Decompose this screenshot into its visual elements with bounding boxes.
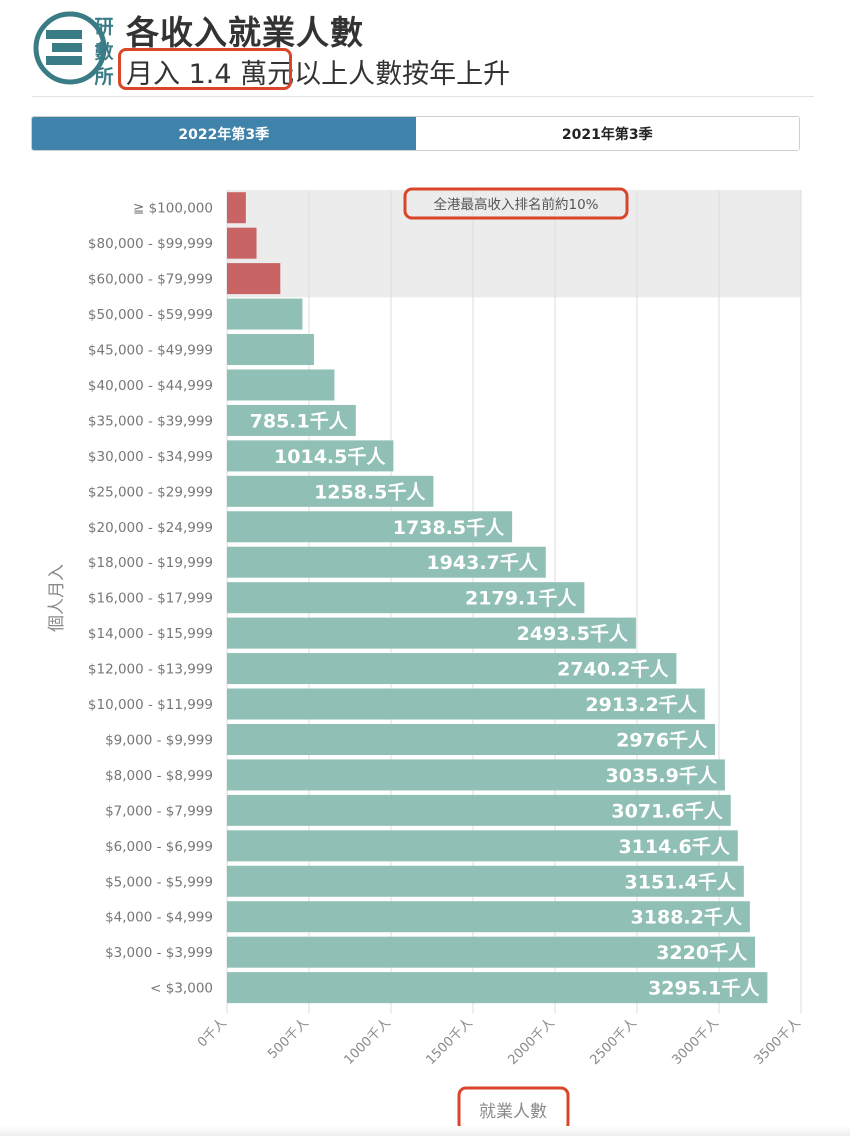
y-axis-label: 個人月入 [47, 564, 67, 632]
category-label: $20,000 - $24,999 [88, 520, 213, 536]
x-tick-label: 2500千人 [587, 1016, 639, 1068]
bar[interactable] [227, 511, 513, 543]
x-tick-label: 1000千人 [341, 1016, 393, 1068]
category-label: $40,000 - $44,999 [88, 378, 213, 394]
header: 研 數 所 各收入就業人數 月入 1.4 萬元以上人數按年上升 [0, 0, 850, 96]
logo-char-2: 數 [94, 41, 113, 63]
category-label: $30,000 - $34,999 [88, 449, 213, 465]
bar[interactable] [227, 227, 257, 259]
annotation-box [403, 187, 629, 220]
bar-value-label: 785.1千人 [250, 410, 349, 432]
bar-value-label: 3188.2千人 [631, 907, 743, 929]
category-label: $45,000 - $49,999 [88, 343, 213, 359]
quarter-tabs: 2022年第3季 2021年第3季 [31, 116, 800, 151]
logo-char-1: 研 [94, 16, 113, 38]
tab-2021-q3[interactable]: 2021年第3季 [415, 117, 799, 150]
x-tick-label: 3500千人 [751, 1016, 803, 1068]
bar[interactable] [227, 794, 731, 826]
top-ten-percent-band [227, 190, 801, 298]
page-subtitle: 月入 1.4 萬元以上人數按年上升 [126, 59, 511, 90]
bar[interactable] [227, 404, 356, 436]
bar[interactable] [227, 936, 756, 968]
page-title: 各收入就業人數 [126, 13, 364, 52]
bar[interactable] [227, 972, 768, 1004]
header-divider [32, 96, 814, 97]
annotation: 全港最高收入排名前約10% [403, 187, 629, 220]
bar[interactable] [227, 865, 744, 897]
bar-value-label: 3220千人 [656, 942, 748, 964]
annotation-text: 全港最高收入排名前約10% [433, 196, 598, 213]
bar[interactable] [227, 263, 281, 295]
x-tick-label: 2000千人 [505, 1016, 557, 1068]
x-tick-label: 1500千人 [423, 1016, 475, 1068]
bar-value-label: 3035.9千人 [606, 765, 718, 787]
x-tick-label: 3000千人 [669, 1016, 721, 1068]
bar-value-label: 2493.5千人 [517, 623, 629, 645]
category-label: $10,000 - $11,999 [88, 697, 213, 713]
bar[interactable] [227, 546, 546, 578]
bar[interactable] [227, 475, 434, 507]
x-tick-label: 0千人 [195, 1016, 230, 1051]
category-label: $35,000 - $39,999 [88, 413, 213, 429]
bar[interactable] [227, 582, 585, 614]
bar-value-label: 2179.1千人 [465, 588, 577, 610]
logo-char-3: 所 [94, 66, 113, 88]
bar[interactable] [227, 759, 725, 791]
bar-value-label: 3295.1千人 [648, 978, 760, 1000]
bar-value-label: 1943.7千人 [426, 552, 538, 574]
bar[interactable] [227, 440, 394, 472]
bar[interactable] [227, 723, 716, 755]
bar-value-label: 3114.6千人 [618, 836, 730, 858]
bar-value-label: 2913.2千人 [585, 694, 697, 716]
logo: 研 數 所 [33, 11, 114, 88]
category-label: $4,000 - $4,999 [105, 910, 213, 926]
bar-value-label: 3151.4千人 [625, 871, 737, 893]
category-label: $7,000 - $7,999 [105, 803, 213, 819]
category-label: < $3,000 [150, 981, 213, 997]
bar-value-label: 3071.6千人 [611, 800, 723, 822]
category-label: $60,000 - $79,999 [88, 272, 213, 288]
category-label: $3,000 - $3,999 [105, 945, 213, 961]
bars-layer: 785.1千人 1014.5千人 1258.5千人 1738.5千人 1943.7千人 2… [227, 192, 768, 1004]
category-labels-layer: ≧ $100,000 $80,000 - $99,999 $60,000 - $79… [88, 201, 213, 997]
bar[interactable] [227, 369, 335, 401]
category-label: $8,000 - $8,999 [105, 768, 213, 784]
category-label: $25,000 - $29,999 [88, 484, 213, 500]
category-label: $16,000 - $17,999 [88, 591, 213, 607]
subtitle-highlight-box [118, 48, 292, 90]
category-label: ≧ $100,000 [133, 201, 213, 217]
x-ticks-layer: 0千人 500千人 1000千人 1500千人 2000千人 2500千人 3000千人 35… [195, 1016, 804, 1068]
x-tick-label: 500千人 [265, 1016, 312, 1063]
category-label: $50,000 - $59,999 [88, 307, 213, 323]
category-label: $5,000 - $5,999 [105, 874, 213, 890]
bar[interactable] [227, 901, 750, 933]
bar-value-label: 1258.5千人 [314, 481, 426, 503]
bar-value-label: 1014.5千人 [274, 446, 386, 468]
bar[interactable] [227, 192, 246, 224]
bar[interactable] [227, 688, 705, 720]
category-label: $14,000 - $15,999 [88, 626, 213, 642]
category-label: $9,000 - $9,999 [105, 732, 213, 748]
x-axis-label: 就業人數 [479, 1102, 547, 1122]
bar[interactable] [227, 653, 677, 685]
category-label: $80,000 - $99,999 [88, 236, 213, 252]
bottom-strip [0, 1126, 850, 1136]
top-band-layer [227, 190, 801, 298]
bar[interactable] [227, 617, 636, 649]
category-label: $12,000 - $13,999 [88, 662, 213, 678]
bar[interactable] [227, 830, 738, 862]
bar-value-label: 2740.2千人 [557, 659, 669, 681]
tab-2022-q3[interactable]: 2022年第3季 [32, 117, 416, 150]
bar[interactable] [227, 334, 314, 366]
bar-value-label: 2976千人 [616, 729, 708, 751]
bar[interactable] [227, 298, 303, 330]
category-label: $18,000 - $19,999 [88, 555, 213, 571]
bar-value-label: 1738.5千人 [393, 517, 505, 539]
category-label: $6,000 - $6,999 [105, 839, 213, 855]
